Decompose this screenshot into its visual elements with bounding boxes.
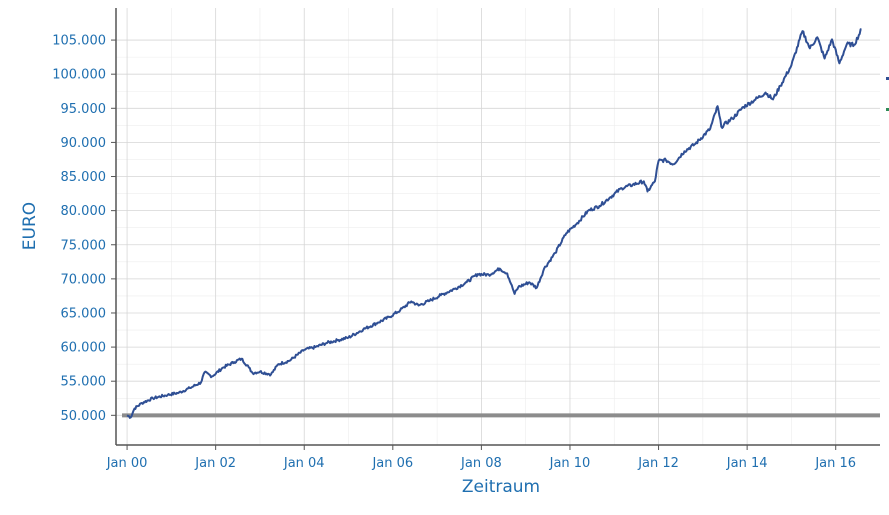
y-tick-label: 60.000: [61, 341, 107, 356]
x-tick-label: Jan 08: [460, 456, 502, 471]
x-tick-label: Jan 12: [637, 456, 679, 471]
y-tick-label: 90.000: [61, 136, 107, 151]
x-tick-label: Jan 02: [194, 456, 236, 471]
y-tick-label: 105.000: [52, 34, 106, 49]
x-tick-label: Jan 14: [726, 456, 768, 471]
y-tick-label: 65.000: [61, 306, 107, 321]
y-tick-label: 80.000: [61, 204, 107, 219]
x-tick-label: Jan 16: [814, 456, 856, 471]
series-line: [126, 28, 862, 419]
y-tick-label: 55.000: [61, 375, 107, 390]
x-axis-ticks: Jan 00 Jan 02 Jan 04 Jan 06 Jan 08 Jan 10 Jan …: [106, 445, 856, 471]
y-tick-label: 50.000: [61, 409, 107, 424]
legend-key-1: [886, 77, 889, 80]
x-axis-title: Zeitraum: [462, 477, 540, 497]
x-tick-label: Jan 06: [371, 456, 413, 471]
x-tick-label: Jan 04: [283, 456, 325, 471]
y-tick-label: 100.000: [52, 68, 106, 83]
y-tick-label: 70.000: [61, 272, 107, 287]
y-tick-label: 85.000: [61, 170, 107, 185]
y-axis-ticks: 50.000 55.000 60.000 65.000 70.000 75.000 80.0…: [52, 34, 116, 424]
legend-key-2: [886, 108, 889, 111]
x-tick-label: Jan 00: [106, 456, 148, 471]
y-tick-label: 75.000: [61, 238, 107, 253]
y-axis-title: EURO: [20, 202, 40, 250]
grid-lines: [116, 8, 880, 445]
y-tick-label: 95.000: [61, 102, 107, 117]
legend-marks: [886, 77, 889, 111]
x-tick-label: Jan 10: [549, 456, 591, 471]
